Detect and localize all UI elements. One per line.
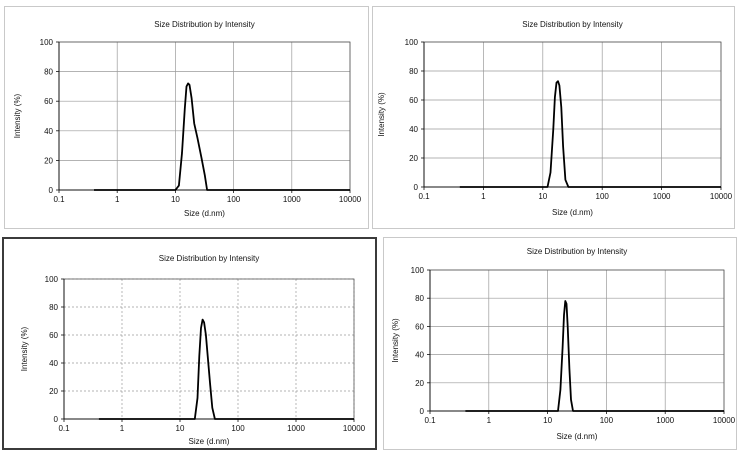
x-tick-label: 10 <box>176 424 185 433</box>
x-axis-label: Size (d.nm) <box>189 437 230 446</box>
x-tick-label: 100 <box>600 416 614 425</box>
x-tick-label: 1000 <box>653 192 671 201</box>
x-tick-label: 1000 <box>656 416 674 425</box>
x-tick-label: 10000 <box>710 192 733 201</box>
y-tick-label: 0 <box>414 183 419 192</box>
chart-panel-bottom-right: 0.1 1 10 100 1000 10000 0 20 40 60 80 100 Size Distr… <box>383 237 737 450</box>
series-line <box>98 318 354 420</box>
y-tick-label: 60 <box>44 97 53 106</box>
y-axis-label: Intensity (%) <box>391 318 400 363</box>
x-tick-label: 0.1 <box>418 192 430 201</box>
y-tick-label: 60 <box>49 331 58 340</box>
y-tick-label: 100 <box>40 38 54 47</box>
x-tick-label: 10 <box>171 195 180 204</box>
plot-area-frame <box>429 269 725 412</box>
x-tick-label: 1 <box>120 424 125 433</box>
x-tick-label: 0.1 <box>53 195 65 204</box>
y-tick-label: 0 <box>54 415 59 424</box>
x-tick-label: 1 <box>115 195 120 204</box>
x-tick-label: 10000 <box>343 424 366 433</box>
y-tick-label: 40 <box>44 127 53 136</box>
y-tick-label: 0 <box>420 407 425 416</box>
chart-svg-top-left: 0.1 1 10 100 1000 10000 0 20 40 60 80 100 Size Distr… <box>13 20 362 218</box>
y-tick-label: 80 <box>409 67 418 76</box>
y-tick-label: 40 <box>415 351 424 360</box>
y-tick-label: 80 <box>44 68 53 77</box>
y-tick-label: 60 <box>409 96 418 105</box>
chart-title: Size Distribution by Intensity <box>527 247 628 256</box>
x-tick-label: 0.1 <box>58 424 70 433</box>
y-tick-label: 20 <box>49 387 58 396</box>
y-axis-label: Intensity (%) <box>377 92 386 137</box>
x-tick-label: 1000 <box>283 195 301 204</box>
y-tick-label: 0 <box>49 186 54 195</box>
plot-area-frame <box>63 278 355 420</box>
x-tick-label: 10000 <box>713 416 736 425</box>
y-tick-label: 100 <box>411 266 425 275</box>
plot-area-frame <box>423 41 722 188</box>
y-tick-label: 80 <box>49 303 58 312</box>
y-tick-label: 100 <box>45 275 59 284</box>
series-line <box>94 82 350 191</box>
chart-panel-bottom-left: 0.1 1 10 100 1000 10000 0 20 40 60 80 100 Size Distr… <box>2 237 377 450</box>
x-tick-label: 1 <box>481 192 486 201</box>
chart-title: Size Distribution by Intensity <box>154 20 255 29</box>
x-tick-label: 100 <box>231 424 245 433</box>
y-tick-label: 20 <box>415 379 424 388</box>
x-axis-label: Size (d.nm) <box>557 432 598 441</box>
y-tick-label: 40 <box>49 359 58 368</box>
chart-panel-top-right: 0.1 1 10 100 1000 10000 0 20 40 60 80 100 Size Distr… <box>372 6 735 229</box>
y-tick-label: 20 <box>44 156 53 165</box>
x-tick-label: 100 <box>227 195 241 204</box>
x-tick-label: 10 <box>538 192 547 201</box>
plot-area-frame <box>58 41 351 191</box>
y-tick-label: 40 <box>409 125 418 134</box>
series-line <box>465 300 724 412</box>
chart-panel-top-left: 0.1 1 10 100 1000 10000 0 20 40 60 80 100 Size Distr… <box>4 6 369 229</box>
x-tick-label: 10 <box>543 416 552 425</box>
chart-svg-bottom-left: 0.1 1 10 100 1000 10000 0 20 40 60 80 100 Size Distr… <box>20 254 366 446</box>
x-tick-label: 100 <box>596 192 610 201</box>
x-tick-label: 10000 <box>339 195 362 204</box>
y-tick-label: 60 <box>415 322 424 331</box>
x-tick-label: 0.1 <box>424 416 436 425</box>
chart-title: Size Distribution by Intensity <box>159 254 260 263</box>
x-tick-label: 1 <box>487 416 492 425</box>
chart-svg-bottom-right: 0.1 1 10 100 1000 10000 0 20 40 60 80 100 Size Distr… <box>391 247 736 441</box>
chart-title: Size Distribution by Intensity <box>522 20 623 29</box>
x-tick-label: 1000 <box>287 424 305 433</box>
series-line <box>459 80 721 188</box>
y-axis-label: Intensity (%) <box>13 93 22 138</box>
x-axis-label: Size (d.nm) <box>184 209 225 218</box>
y-tick-label: 100 <box>405 38 419 47</box>
y-axis-label: Intensity (%) <box>20 326 29 371</box>
chart-svg-top-right: 0.1 1 10 100 1000 10000 0 20 40 60 80 100 Size Distr… <box>377 20 733 217</box>
y-tick-label: 80 <box>415 294 424 303</box>
x-axis-label: Size (d.nm) <box>552 208 593 217</box>
y-tick-label: 20 <box>409 154 418 163</box>
